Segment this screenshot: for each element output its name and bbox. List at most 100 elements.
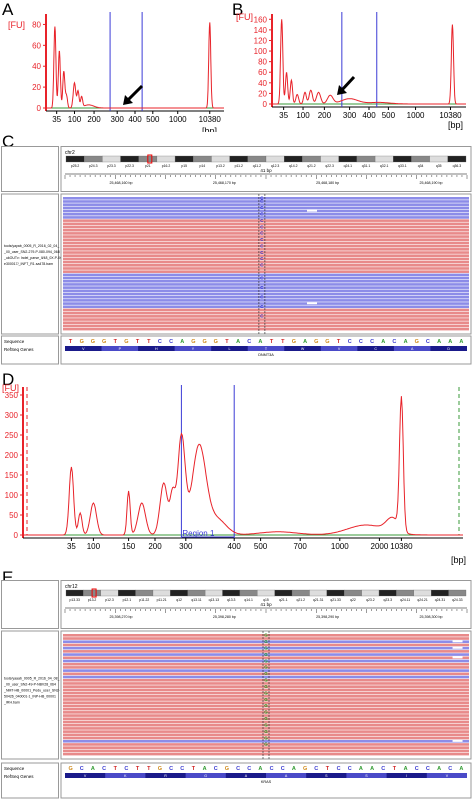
read	[63, 238, 469, 242]
cytoband-label: p14	[200, 164, 206, 168]
read	[63, 305, 469, 309]
igv-view-c: chr2 p25.2 p24.3 p23.3 p22.3 p21 p16.2 p15 p14 p1…	[1, 146, 472, 365]
cytoband-label: q21.33	[330, 598, 340, 602]
read	[63, 260, 469, 264]
sequence-base: C	[169, 339, 173, 345]
amino-acid: V	[84, 774, 87, 778]
sequence-base: T	[270, 339, 274, 345]
trace	[23, 396, 463, 536]
cytoband	[344, 589, 362, 597]
variant-base: C	[260, 314, 264, 319]
x-tick-label: 200	[148, 542, 162, 551]
variant-base: C	[260, 285, 264, 290]
cytoband-label: p22.3	[125, 164, 134, 168]
sequence-base: A	[303, 339, 307, 345]
cytoband-label: p25.2	[71, 164, 80, 168]
codon-band	[174, 346, 212, 351]
cytoband-label: q12.3	[271, 164, 280, 168]
cytoband	[284, 155, 303, 163]
read	[63, 695, 469, 698]
codon-band	[266, 773, 307, 778]
trace	[272, 19, 466, 105]
sequence-base: A	[437, 339, 441, 345]
cytoband-label: q21.2	[307, 164, 316, 168]
cytoband	[378, 589, 397, 597]
position-label: 25,468,160 bp	[110, 181, 133, 185]
cytoband	[239, 589, 258, 597]
cytoband-label: q33.1	[398, 164, 407, 168]
sequence-base: T	[337, 339, 341, 345]
header-box	[60, 580, 472, 629]
read	[63, 675, 469, 679]
y-tick-label: 140	[254, 26, 268, 35]
variant-base: G	[264, 722, 268, 727]
cytoband	[156, 155, 176, 163]
cytoband	[413, 589, 432, 597]
amino-acid: K	[124, 774, 127, 778]
y-tick-label: 0	[37, 104, 42, 113]
cytoband	[448, 589, 467, 597]
position-label: 25,398,290 bp	[316, 615, 339, 619]
cytoband	[257, 589, 275, 597]
cytoband	[374, 155, 394, 163]
header-left-box	[1, 580, 59, 629]
cytoband-label: q24.1	[344, 164, 353, 168]
sequence-label-box	[1, 762, 59, 799]
track-label-line: e300017/_INFT_R1.sa478.bam	[4, 262, 53, 266]
read	[63, 241, 469, 245]
sequence-base: A	[359, 766, 363, 772]
trace	[46, 22, 224, 109]
read	[63, 279, 469, 283]
codon-band	[426, 773, 467, 778]
cytoband-label: q13.13	[209, 598, 219, 602]
sequence-base: C	[214, 766, 218, 772]
sequence-base: G	[102, 339, 106, 345]
cytoband	[302, 155, 321, 163]
sequence-base: C	[392, 339, 396, 345]
span-label: 41 bp	[260, 602, 272, 607]
refseq-label: RefSeq Genes	[4, 774, 34, 779]
read	[63, 292, 469, 296]
sequence-base: A	[203, 766, 207, 772]
cytoband	[211, 155, 230, 163]
cytoband-label: q21.2	[297, 598, 306, 602]
cytoband-label: q35	[436, 164, 442, 168]
sequence-base: T	[393, 766, 397, 772]
read	[63, 659, 469, 663]
track-label-line: tools/yaaab_0005_R_2016_04_08_	[4, 677, 60, 681]
cytoband	[193, 155, 212, 163]
cytoband	[431, 589, 449, 597]
y-tick-label: 250	[5, 431, 19, 440]
cytoband-label: q21.31	[313, 598, 323, 602]
arrow-icon	[337, 75, 356, 95]
sequence-base: C	[80, 766, 84, 772]
read	[63, 646, 469, 650]
cytoband-label: q32.1	[380, 164, 389, 168]
y-tick-label: 20	[32, 83, 41, 92]
sequence-base: A	[404, 766, 408, 772]
variant-base: G	[264, 684, 268, 689]
panel-label-a: A	[2, 0, 14, 19]
read	[63, 228, 469, 232]
read	[63, 723, 469, 727]
read	[63, 197, 469, 200]
sequence-box	[60, 762, 472, 799]
sequence-base: C	[281, 766, 285, 772]
cytoband	[356, 155, 376, 163]
codon-band	[320, 346, 358, 351]
sequence-base: C	[102, 766, 106, 772]
y-tick-label: 0	[14, 531, 19, 540]
position-label: 25,398,280 bp	[213, 615, 236, 619]
variant-base: G	[264, 697, 268, 702]
read	[63, 743, 469, 746]
read	[63, 650, 469, 653]
track-label-line: tools/yayab_0005_R_2016_02_04_	[4, 244, 59, 248]
read	[63, 321, 469, 325]
cytoband-label: q12	[176, 598, 182, 602]
variant-base: G	[264, 633, 268, 638]
variant-base: C	[260, 231, 264, 236]
cytoband-label: q13.3	[227, 598, 236, 602]
cytoband-label: p13.33	[70, 598, 80, 602]
cytoband	[309, 589, 328, 597]
read	[63, 691, 469, 695]
